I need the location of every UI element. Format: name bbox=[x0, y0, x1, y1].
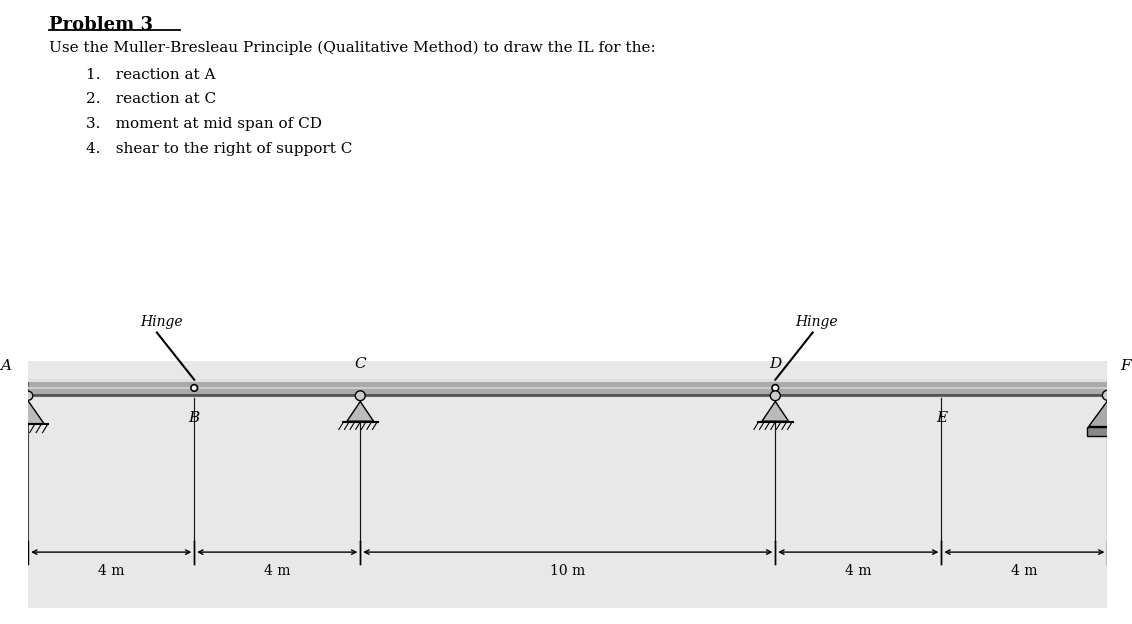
Text: E: E bbox=[936, 411, 946, 425]
Text: 3. moment at mid span of CD: 3. moment at mid span of CD bbox=[86, 117, 323, 131]
Circle shape bbox=[1103, 391, 1113, 400]
Circle shape bbox=[770, 391, 780, 401]
Text: B: B bbox=[189, 411, 200, 425]
Text: 1. reaction at A: 1. reaction at A bbox=[86, 68, 216, 82]
Circle shape bbox=[772, 384, 779, 391]
Circle shape bbox=[24, 391, 33, 400]
Text: Problem 3: Problem 3 bbox=[49, 16, 153, 34]
Text: 10 m: 10 m bbox=[550, 563, 585, 578]
Bar bbox=[28, 380, 1107, 396]
Text: Use the Muller-Bresleau Principle (Qualitative Method) to draw the IL for the:: Use the Muller-Bresleau Principle (Quali… bbox=[49, 41, 655, 56]
Text: 4 m: 4 m bbox=[846, 563, 872, 578]
Text: Hinge: Hinge bbox=[139, 315, 182, 329]
Bar bbox=[28, 361, 1107, 608]
Text: 4. shear to the right of support C: 4. shear to the right of support C bbox=[86, 142, 353, 155]
Polygon shape bbox=[348, 401, 374, 421]
Bar bbox=[1087, 427, 1129, 436]
Polygon shape bbox=[1089, 401, 1126, 427]
Bar bbox=[28, 380, 1107, 382]
Text: Hinge: Hinge bbox=[796, 315, 838, 329]
Text: D: D bbox=[769, 357, 781, 371]
Text: 4 m: 4 m bbox=[264, 563, 291, 578]
Polygon shape bbox=[12, 401, 44, 424]
Text: 4 m: 4 m bbox=[98, 563, 125, 578]
Text: C: C bbox=[354, 357, 366, 371]
Text: 2. reaction at C: 2. reaction at C bbox=[86, 92, 216, 107]
Bar bbox=[28, 394, 1107, 396]
Text: A: A bbox=[0, 359, 11, 373]
Bar bbox=[28, 387, 1107, 389]
Text: F: F bbox=[1121, 359, 1131, 373]
Text: 4 m: 4 m bbox=[1011, 563, 1038, 578]
Polygon shape bbox=[762, 401, 789, 421]
Circle shape bbox=[355, 391, 366, 401]
Circle shape bbox=[191, 384, 198, 391]
